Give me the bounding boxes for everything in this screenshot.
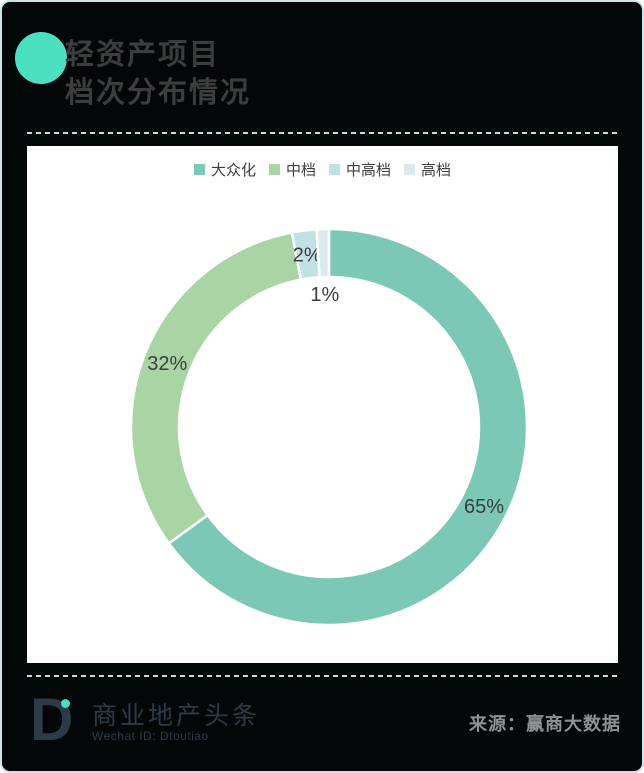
donut-chart: 65% 32% 2% 1% bbox=[129, 227, 529, 627]
legend-swatch-icon bbox=[193, 164, 205, 175]
legend-swatch-icon bbox=[404, 164, 416, 175]
legend-item: 高档 bbox=[404, 159, 451, 180]
legend-label: 中档 bbox=[285, 162, 316, 179]
legend-label: 大众化 bbox=[210, 162, 256, 179]
title-accent-circle bbox=[15, 32, 67, 84]
page-title-line2: 档次分布情况 bbox=[65, 77, 252, 109]
chart-card: 大众化 中档 中高档 高档 65% 32% 2% 1% bbox=[27, 146, 618, 663]
bottom-dashed-divider bbox=[27, 675, 621, 677]
data-source-label: 来源：赢商大数据 bbox=[469, 714, 621, 734]
slice-value-label: 65% bbox=[464, 496, 504, 518]
slice-value-label: 1% bbox=[310, 284, 339, 306]
donut-slice-高档 bbox=[315, 227, 331, 279]
legend-label: 高档 bbox=[421, 162, 452, 179]
page-title-line1: 轻资产项目 bbox=[65, 39, 221, 71]
wechat-id: Wechat ID: Dtoutiao bbox=[92, 729, 209, 743]
slice-value-label: 32% bbox=[147, 353, 187, 375]
legend-item: 中档 bbox=[268, 159, 316, 180]
slice-value-label: 2% bbox=[293, 244, 322, 266]
legend-swatch-icon bbox=[329, 164, 340, 175]
page-title: 轻资产项目 档次分布情况 bbox=[65, 36, 251, 112]
legend-swatch-icon bbox=[268, 164, 280, 175]
donut-slice-大众化 bbox=[167, 227, 529, 627]
legend-item: 大众化 bbox=[193, 159, 256, 180]
top-dashed-divider bbox=[27, 132, 621, 134]
brand-logo-dot-icon bbox=[61, 699, 70, 708]
legend-item: 中高档 bbox=[329, 159, 391, 180]
brand-name: 商业地产头条 bbox=[92, 702, 261, 730]
chart-legend: 大众化 中档 中高档 高档 bbox=[27, 159, 618, 180]
donut-slice-中档 bbox=[129, 231, 303, 546]
legend-label: 中高档 bbox=[346, 162, 392, 179]
